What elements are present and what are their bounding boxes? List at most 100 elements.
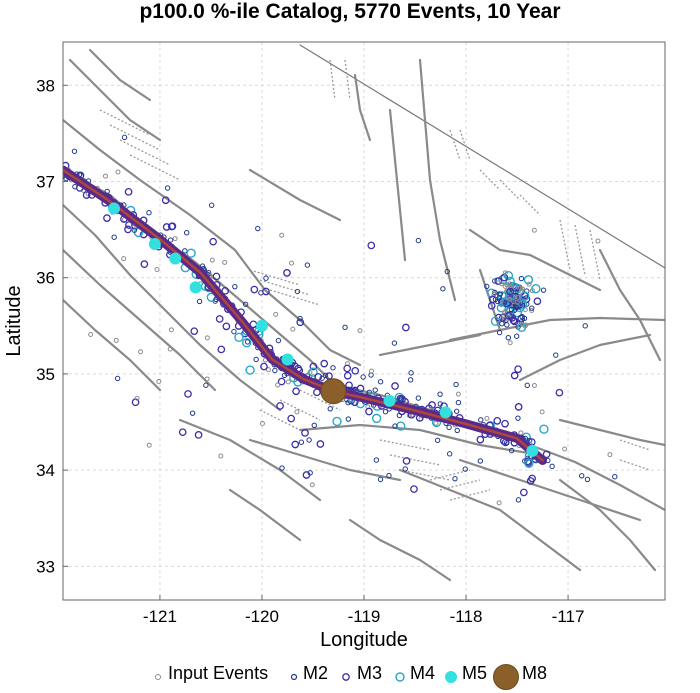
m3-event bbox=[365, 407, 373, 416]
m3-event bbox=[402, 457, 411, 465]
input-event bbox=[113, 337, 119, 343]
m3-event bbox=[343, 371, 352, 380]
m3-event bbox=[506, 287, 515, 296]
legend-label-m2: M2 bbox=[303, 663, 328, 683]
input-event bbox=[518, 430, 524, 436]
input-event bbox=[433, 420, 439, 426]
m3-event bbox=[194, 431, 203, 439]
legend-marker-m5 bbox=[445, 671, 457, 683]
y-tick-label: 36 bbox=[36, 269, 55, 288]
m2-event bbox=[319, 375, 325, 381]
m2-event bbox=[382, 408, 389, 415]
m2-event bbox=[446, 451, 453, 457]
input-event bbox=[121, 256, 127, 262]
input-event bbox=[134, 395, 140, 401]
input-event bbox=[531, 383, 537, 389]
input-event bbox=[209, 257, 215, 263]
m2-event bbox=[584, 476, 591, 483]
x-tick-label: -117 bbox=[552, 607, 585, 626]
m2-event bbox=[14, 227, 18, 231]
m2-event bbox=[182, 248, 188, 254]
m2-event bbox=[446, 424, 452, 431]
m2-event bbox=[146, 210, 152, 216]
m2-event bbox=[496, 329, 503, 336]
input-event bbox=[595, 238, 601, 244]
m3-event bbox=[555, 388, 564, 397]
m2-event bbox=[452, 475, 458, 482]
m3-event bbox=[222, 322, 231, 331]
m3-event bbox=[215, 315, 224, 323]
m4-event bbox=[520, 291, 530, 301]
m2-event bbox=[281, 372, 288, 379]
x-axis-ticks: -121 -120 -119 -118 -117 bbox=[143, 595, 585, 626]
m2-event bbox=[504, 439, 510, 446]
m4-event bbox=[516, 322, 527, 332]
legend: Input Events M2 M3 M4 M5 M8 bbox=[155, 663, 547, 690]
m2-event bbox=[253, 356, 259, 363]
m4-event bbox=[186, 248, 196, 258]
m2-event bbox=[330, 365, 336, 371]
m4-event bbox=[396, 421, 406, 431]
legend-marker-m8 bbox=[493, 664, 519, 690]
m2-event bbox=[582, 323, 588, 329]
m2-event bbox=[437, 401, 443, 407]
rupture-trace bbox=[63, 165, 548, 465]
m3-event bbox=[542, 450, 551, 459]
input-event bbox=[285, 379, 291, 385]
m3-event bbox=[320, 359, 329, 368]
m2-event bbox=[440, 286, 446, 292]
m5-event bbox=[169, 252, 182, 265]
m4-event bbox=[308, 367, 318, 377]
m3-event bbox=[287, 414, 296, 423]
m2-event bbox=[386, 472, 392, 479]
m5-event bbox=[189, 281, 202, 294]
m2-event bbox=[453, 408, 460, 414]
m4-event bbox=[242, 338, 252, 348]
m5-events bbox=[108, 202, 539, 457]
m3-event bbox=[276, 402, 284, 410]
m2-event bbox=[505, 334, 512, 341]
m2-event bbox=[514, 304, 520, 311]
m3-event bbox=[161, 196, 170, 205]
m2-event bbox=[377, 476, 384, 483]
y-axis-ticks: 33 34 35 36 37 38 bbox=[36, 76, 68, 576]
m3-event bbox=[343, 364, 352, 373]
m2-event bbox=[114, 375, 121, 382]
input-event bbox=[290, 326, 296, 332]
m2-event bbox=[402, 466, 408, 472]
m3-event bbox=[82, 191, 91, 199]
legend-marker-input bbox=[155, 674, 161, 680]
y-axis-label: Latitude bbox=[3, 285, 25, 356]
m3-event bbox=[56, 159, 62, 165]
input-event bbox=[218, 453, 224, 459]
input-event bbox=[156, 378, 162, 384]
input-event bbox=[259, 420, 265, 426]
input-event bbox=[511, 284, 517, 290]
m2-event bbox=[304, 262, 311, 268]
x-tick-label: -121 bbox=[143, 607, 177, 626]
m3-event bbox=[209, 237, 217, 246]
m5-event bbox=[281, 353, 294, 366]
input-event bbox=[529, 308, 535, 314]
m3-event bbox=[316, 440, 325, 448]
m3-event bbox=[301, 429, 309, 437]
m5-event bbox=[108, 202, 121, 215]
m2-event bbox=[407, 377, 414, 383]
m2-event bbox=[494, 298, 501, 305]
m3-event bbox=[501, 419, 509, 428]
m8-mainshock bbox=[320, 378, 347, 405]
input-event bbox=[289, 260, 295, 266]
input-event bbox=[130, 225, 136, 231]
m2-event bbox=[244, 339, 251, 345]
m2-event bbox=[232, 283, 238, 290]
m3-event bbox=[140, 260, 149, 268]
m2-event bbox=[408, 370, 414, 376]
input-event bbox=[309, 482, 315, 488]
legend-marker-m2 bbox=[290, 673, 298, 681]
m4-event bbox=[371, 413, 382, 424]
m2-event bbox=[373, 457, 380, 463]
m2-event bbox=[518, 275, 525, 282]
m3-event bbox=[509, 316, 518, 325]
input-event bbox=[167, 346, 173, 352]
m3-event bbox=[402, 323, 410, 332]
